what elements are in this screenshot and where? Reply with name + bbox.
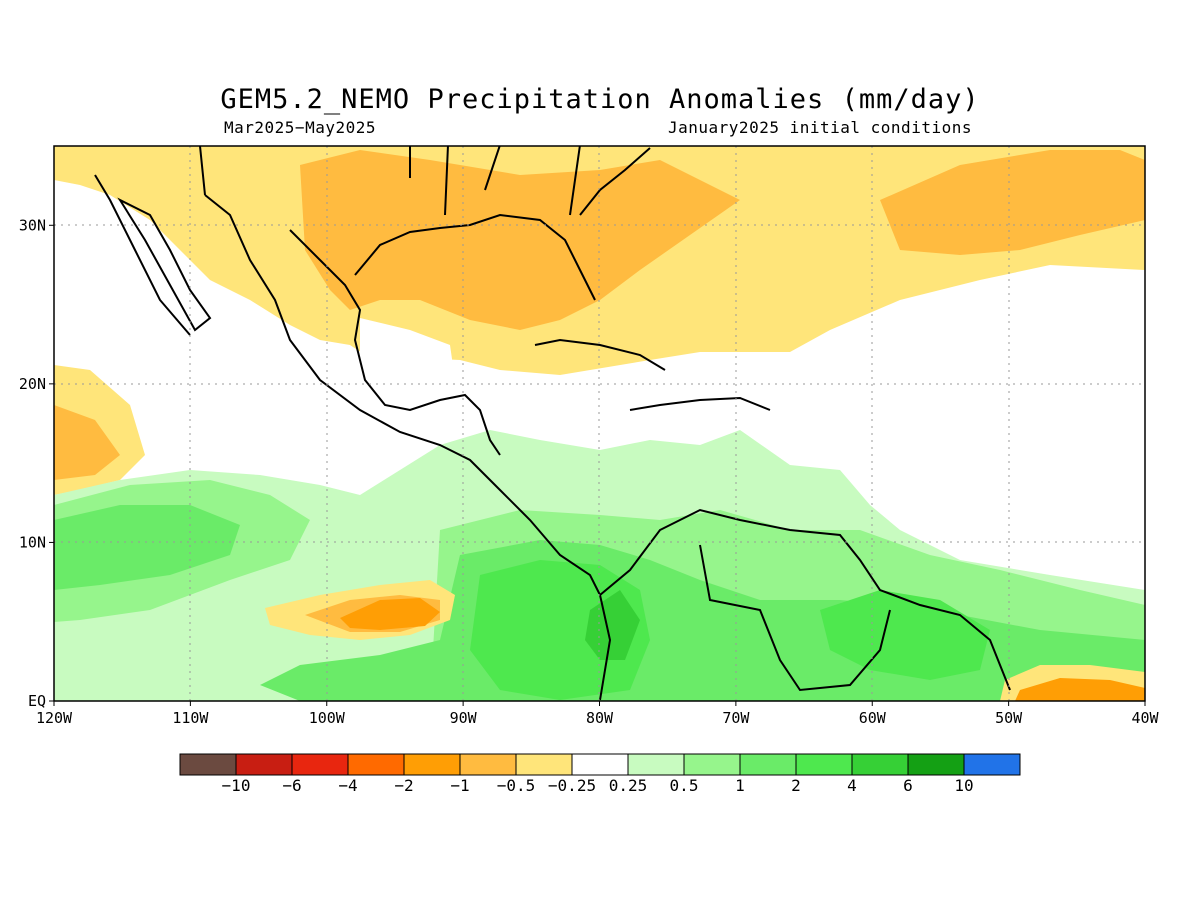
lat-tick-label: EQ bbox=[28, 692, 46, 710]
forecast-period: Mar2025−May2025 bbox=[224, 118, 376, 137]
colorbar-label: −0.25 bbox=[547, 776, 597, 795]
map-title: GEM5.2_NEMO Precipitation Anomalies (mm/… bbox=[220, 84, 980, 115]
lon-tick-label: 40W bbox=[1131, 709, 1159, 727]
dry-region-clear-gulf-sw bbox=[360, 318, 455, 410]
coastlines bbox=[94, 146, 1011, 701]
colorbar-label: −0.5 bbox=[496, 776, 536, 795]
lon-tick-label: 110W bbox=[172, 709, 209, 727]
gridlines bbox=[54, 146, 1145, 701]
wet-region-peak bbox=[585, 590, 640, 660]
lon-tick-label: 90W bbox=[450, 709, 478, 727]
colorbar-label: −4 bbox=[338, 776, 358, 795]
lon-tick-label: 120W bbox=[36, 709, 73, 727]
colorbar-label: 4 bbox=[847, 776, 857, 795]
colorbar-label: −6 bbox=[282, 776, 302, 795]
colorbar-label: 10 bbox=[954, 776, 974, 795]
colorbar-label: −1 bbox=[450, 776, 470, 795]
longitude-axis: 120W 110W 100W 90W 80W 70W 60W 50W 40W bbox=[36, 701, 1160, 727]
colorbar-label: −10 bbox=[221, 776, 251, 795]
colorbar-label: 0.5 bbox=[669, 776, 699, 795]
dry-region-pacific-west-core bbox=[54, 405, 120, 480]
lon-tick-label: 80W bbox=[586, 709, 614, 727]
colorbar-label: 1 bbox=[735, 776, 745, 795]
colorbar-swatch bbox=[235, 753, 293, 776]
colorbar-swatch bbox=[683, 753, 741, 776]
colorbar-swatch bbox=[179, 753, 237, 776]
initial-conditions: January2025 initial conditions bbox=[668, 118, 972, 137]
colorbar-swatch bbox=[347, 753, 405, 776]
lat-tick-label: 30N bbox=[19, 216, 46, 234]
lon-tick-label: 100W bbox=[309, 709, 346, 727]
colorbar-label: 0.25 bbox=[608, 776, 648, 795]
colorbar-label: 2 bbox=[791, 776, 801, 795]
colorbar-swatch bbox=[851, 753, 909, 776]
lon-tick-label: 70W bbox=[722, 709, 750, 727]
colorbar-swatch bbox=[907, 753, 965, 776]
dry-region-southeast-core bbox=[1015, 678, 1145, 701]
colorbar-label: −2 bbox=[394, 776, 414, 795]
latitude-axis: EQ 10N 20N 30N bbox=[19, 216, 54, 710]
colorbar-swatch bbox=[963, 753, 1021, 776]
colorbar bbox=[179, 753, 1021, 776]
lat-tick-label: 20N bbox=[19, 375, 46, 393]
colorbar-swatch bbox=[795, 753, 853, 776]
dry-region-atlantic bbox=[880, 150, 1145, 255]
map-panel bbox=[53, 145, 1146, 702]
colorbar-swatch bbox=[291, 753, 349, 776]
lon-tick-label: 60W bbox=[859, 709, 887, 727]
colorbar-swatch bbox=[571, 753, 629, 776]
dry-region-east-pacific-peak bbox=[340, 598, 440, 630]
dry-region-gulf-core bbox=[300, 150, 740, 330]
lat-tick-label: 10N bbox=[19, 533, 46, 551]
colorbar-swatch bbox=[515, 753, 573, 776]
colorbar-label: 6 bbox=[903, 776, 913, 795]
colorbar-swatch bbox=[403, 753, 461, 776]
colorbar-swatch bbox=[627, 753, 685, 776]
lon-tick-label: 50W bbox=[995, 709, 1023, 727]
colorbar-swatch bbox=[739, 753, 797, 776]
colorbar-swatch bbox=[459, 753, 517, 776]
